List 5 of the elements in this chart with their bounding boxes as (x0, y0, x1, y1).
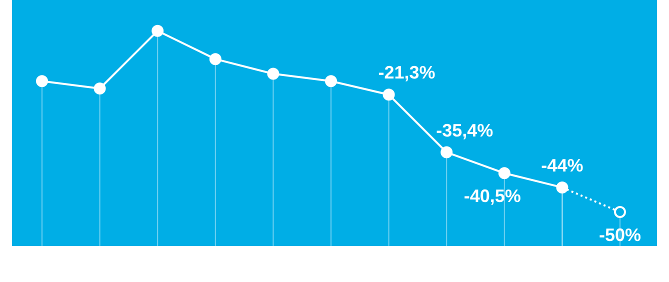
data-label: -35,4% (436, 120, 494, 140)
data-label: -21,3% (378, 62, 436, 83)
data-label: -50% (598, 224, 642, 245)
data-label: -40,5% (464, 186, 521, 206)
data-label: -44% (541, 155, 584, 176)
